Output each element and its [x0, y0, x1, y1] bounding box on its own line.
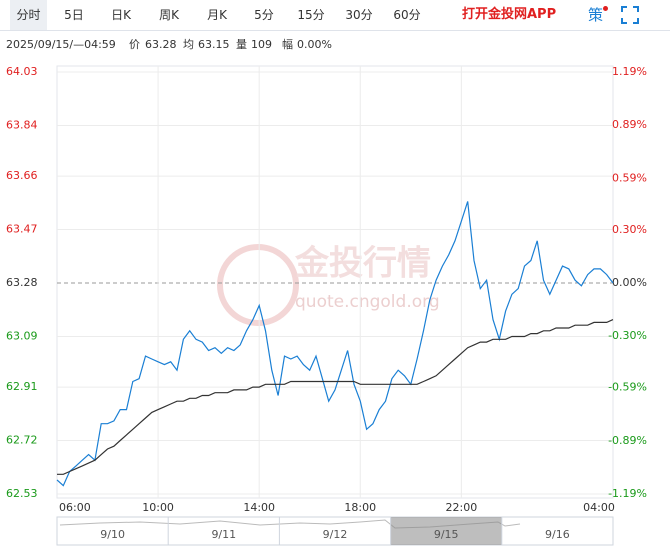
y-tick-label: 63.09 [6, 329, 38, 342]
tab[interactable]: 月K [207, 8, 227, 22]
y2-tick-label: -0.89% [608, 434, 647, 447]
tab[interactable]: 30分 [345, 8, 373, 22]
average-line [57, 319, 614, 475]
notice-dot [603, 6, 608, 11]
navigator-date: 9/16 [545, 528, 570, 541]
navigator-date: 9/12 [323, 528, 348, 541]
toolbar: 分时 5日 日K 周K 月K 5分 15分 30分 60分 打开金投网APP 策 [0, 0, 670, 31]
y2-tick-label: 0.00% [612, 276, 647, 289]
tab[interactable]: 5日 [64, 8, 84, 22]
x-tick-label: 22:00 [446, 501, 478, 514]
y2-tick-label: 0.30% [612, 223, 647, 236]
plot-frame [56, 65, 614, 499]
x-tick-label: 10:00 [142, 501, 174, 514]
watermark-url: quote.cngold.org [295, 292, 440, 312]
x-tick-label: 18:00 [344, 501, 376, 514]
navigator-date: 9/15 [434, 528, 459, 541]
tab[interactable]: 60分 [393, 8, 421, 22]
y-tick-label: 62.53 [6, 487, 38, 500]
y-tick-label: 63.66 [6, 169, 38, 182]
navigator-date: 9/10 [100, 528, 125, 541]
y-tick-label: 62.91 [6, 380, 38, 393]
fullscreen-button[interactable] [621, 6, 639, 24]
info-label: 幅 [282, 38, 293, 51]
info-label: 均 [183, 38, 194, 51]
info-label: 量 [236, 38, 247, 51]
x-tick-label: 06:00 [59, 501, 91, 514]
y2-tick-label: 0.59% [612, 171, 647, 184]
strategy-button[interactable]: 策 [588, 6, 604, 24]
info-label: 价 [129, 38, 140, 51]
info-time: 2025/09/15/—04:59 [6, 38, 116, 51]
tab[interactable]: 15分 [297, 8, 325, 22]
tab[interactable]: 周K [159, 8, 179, 22]
tab[interactable]: 5分 [254, 8, 274, 22]
tab[interactable]: 日K [111, 8, 131, 22]
info-value: 63.15 [198, 38, 230, 51]
y2-tick-label: -0.30% [608, 329, 647, 342]
chart: 2025/09/15/—04:59 价 63.28 均 63.15 量 109 … [6, 38, 647, 546]
info-value: 63.28 [145, 38, 177, 51]
navigator-date: 9/11 [211, 528, 236, 541]
y2-tick-label: -1.19% [608, 487, 647, 500]
navigator-selection [390, 517, 502, 545]
tab[interactable]: 分时 [10, 0, 47, 30]
y2-tick-label: -0.59% [608, 381, 647, 394]
app-link[interactable]: 打开金投网APP [462, 7, 557, 22]
watermark-brand: 金投行情 [294, 244, 431, 284]
info-value: 0.00% [297, 38, 332, 51]
y-tick-label: 63.28 [6, 276, 38, 289]
y-tick-label: 64.03 [6, 65, 38, 78]
y2-tick-label: 0.89% [612, 118, 647, 131]
x-tick-label: 14:00 [243, 501, 275, 514]
y-tick-label: 63.47 [6, 223, 38, 236]
y-tick-label: 62.72 [6, 434, 38, 447]
y-tick-label: 63.84 [6, 118, 38, 131]
y2-tick-label: 1.19% [612, 65, 647, 78]
x-tick-label: 04:00 [583, 501, 615, 514]
info-value: 109 [251, 38, 272, 51]
watermark-logo [217, 244, 299, 326]
navigator [56, 516, 614, 546]
price-line [56, 201, 614, 487]
